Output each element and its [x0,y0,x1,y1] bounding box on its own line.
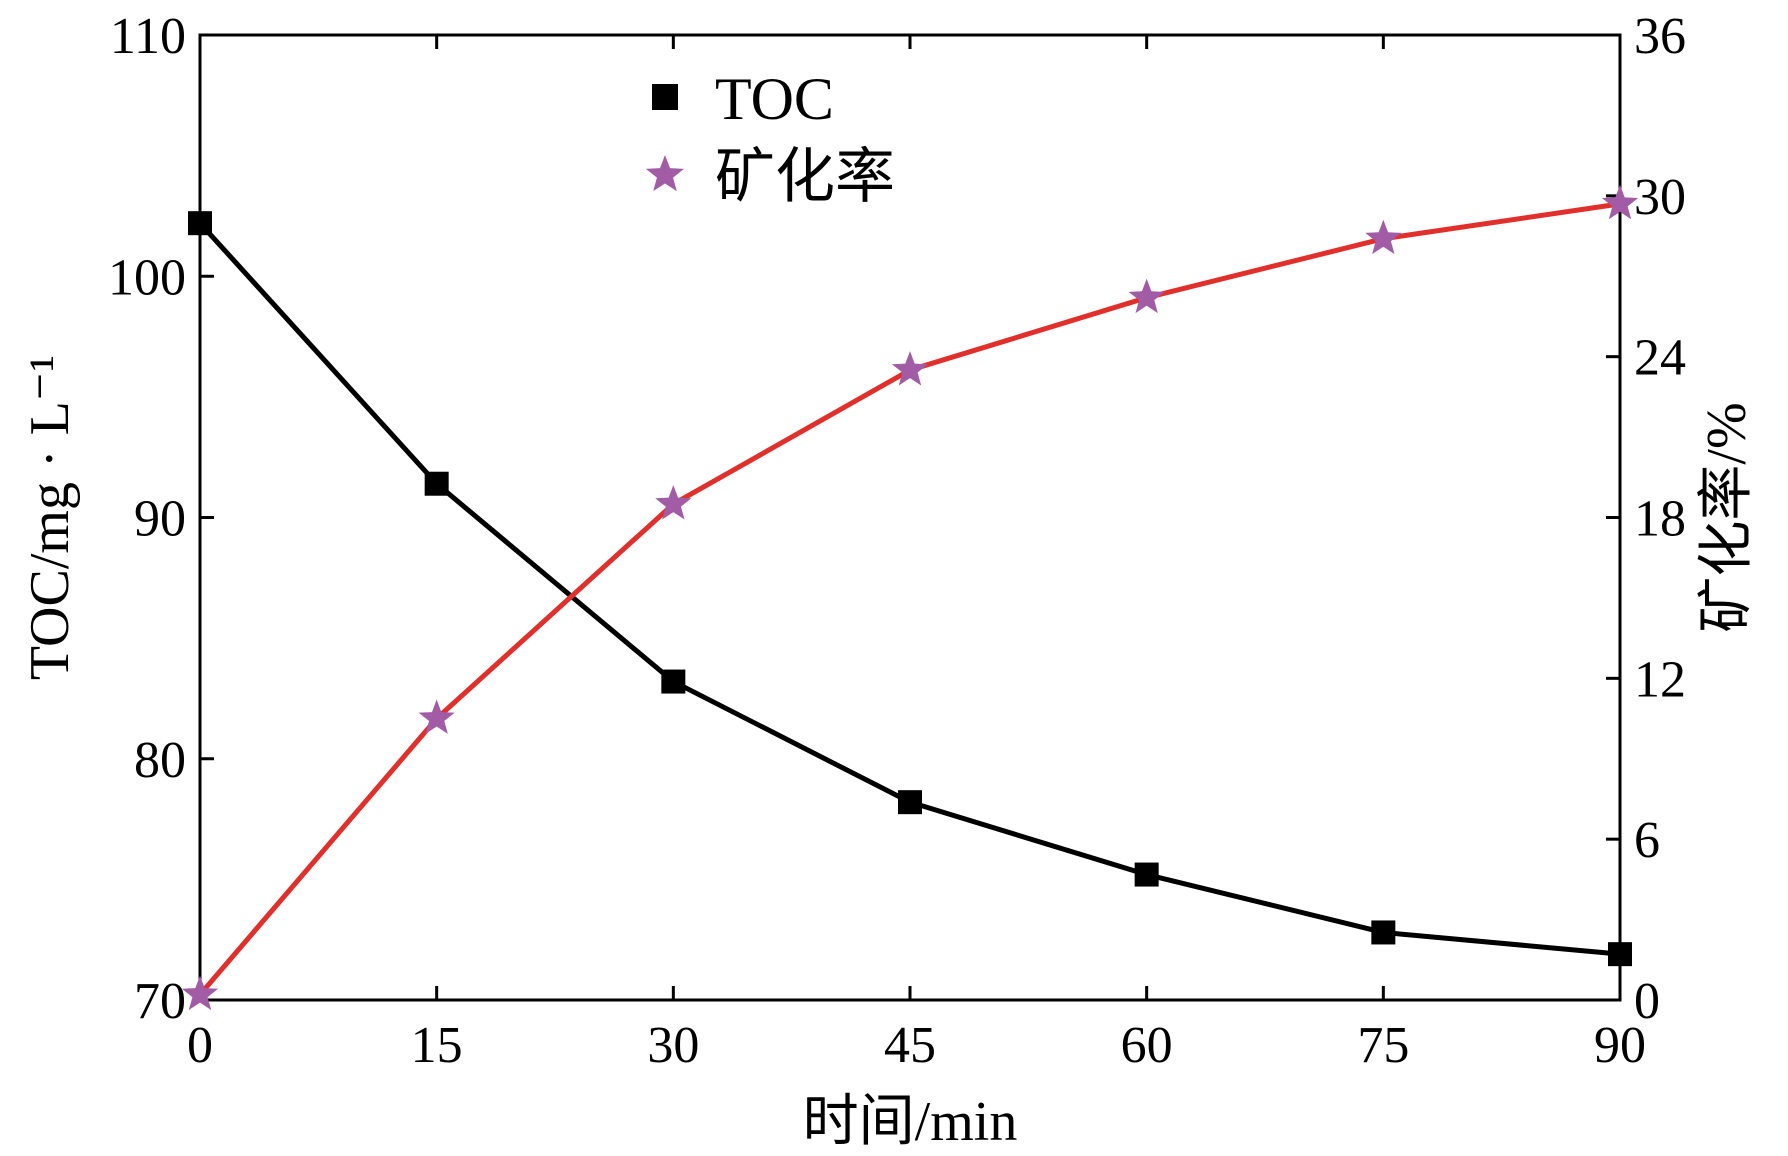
mineralization-point [891,351,929,386]
series-line-toc [198,221,1621,957]
legend-marker-toc [652,84,678,110]
x-tick-label: 60 [1121,1017,1173,1074]
toc-point [1134,862,1159,887]
y-left-tick-label: 80 [134,732,186,789]
y-right-tick-label: 12 [1634,651,1686,708]
y-right-tick-label: 30 [1634,169,1686,226]
x-axis-title: 时间/min [803,1091,1018,1153]
toc-point [898,790,922,815]
y-left-tick-label: 70 [134,973,186,1030]
axes-layer: 0 15 30 45 60 75 90 70 80 90 100 110 0 6 12 18 24 30 36 时间/… [19,8,1758,1153]
y-right-tick-label: 36 [1634,8,1686,65]
x-tick-label: 0 [187,1017,213,1074]
toc-point [188,211,212,236]
mineralization-point [1128,278,1165,314]
mineralization-point [655,485,692,520]
toc-point [661,669,686,694]
y-left-tick-label: 110 [110,8,186,65]
y-right-axis-title: 矿化率/% [1696,402,1758,632]
y-right-tick-label: 0 [1634,973,1660,1030]
x-tick-label: 75 [1357,1017,1409,1074]
series-layer [181,184,1639,1011]
y-right-tick-label: 6 [1634,812,1660,869]
toc-point [424,471,449,496]
toc-point [1371,920,1396,945]
legend: TOC 矿化率 [645,66,895,210]
y-right-tick-label: 24 [1634,330,1686,387]
x-tick-label: 30 [647,1017,699,1074]
mineralization-point [181,975,219,1011]
y-left-tick-label: 90 [134,491,186,548]
mineralization-point [1365,219,1402,255]
x-tick-label: 15 [411,1017,463,1074]
x-tick-label: 45 [884,1017,936,1074]
mineralization-point [1601,184,1639,220]
plot-frame [198,33,1622,1002]
y-left-axis-title: TOC/mg · L⁻¹ [19,355,81,680]
y-left-tick-label: 100 [108,249,186,306]
y-right-tick-label: 18 [1634,491,1686,548]
x-tick-label: 90 [1594,1017,1646,1074]
legend-marker-mineralization [645,155,685,192]
series-line-mineralization [198,201,1621,997]
toc-point [1608,942,1632,967]
legend-label-toc: TOC [715,66,834,132]
legend-label-mineralization: 矿化率 [715,144,895,210]
mineralization-point [418,699,455,734]
